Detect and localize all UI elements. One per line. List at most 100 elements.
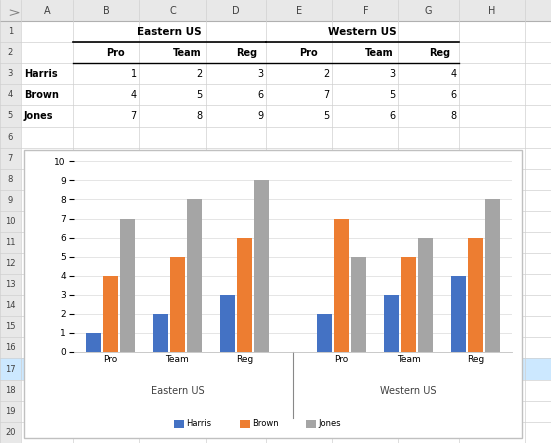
Bar xyxy=(87,333,101,352)
Text: Harris: Harris xyxy=(186,420,211,428)
Bar xyxy=(317,314,332,352)
Bar xyxy=(21,358,551,380)
Text: 13: 13 xyxy=(5,280,16,289)
Bar xyxy=(21,42,551,63)
Text: 6: 6 xyxy=(257,90,263,100)
Bar xyxy=(451,276,466,352)
Bar xyxy=(103,276,118,352)
Text: 15: 15 xyxy=(5,323,16,331)
Bar xyxy=(0,338,21,358)
Bar xyxy=(21,190,551,211)
Bar xyxy=(0,42,21,63)
Text: 3: 3 xyxy=(390,69,396,79)
Text: Jones: Jones xyxy=(24,111,53,121)
Text: Brown: Brown xyxy=(24,90,58,100)
Text: 2: 2 xyxy=(8,48,13,57)
Text: 5: 5 xyxy=(323,111,329,121)
Text: 3: 3 xyxy=(257,69,263,79)
Bar xyxy=(0,422,21,443)
Bar xyxy=(21,211,551,232)
Bar xyxy=(351,256,366,352)
Bar xyxy=(21,380,551,400)
Bar xyxy=(334,218,349,352)
Bar xyxy=(0,316,21,338)
Bar xyxy=(21,84,551,105)
Text: Team: Team xyxy=(365,48,394,58)
Bar xyxy=(237,237,252,352)
Text: B: B xyxy=(103,6,110,16)
Bar xyxy=(0,253,21,274)
Bar xyxy=(21,274,551,295)
Text: 6: 6 xyxy=(450,90,456,100)
Bar xyxy=(418,237,433,352)
Bar xyxy=(187,199,202,352)
Text: 2: 2 xyxy=(197,69,203,79)
Text: Harris: Harris xyxy=(24,69,57,79)
Text: 16: 16 xyxy=(5,343,16,353)
Bar xyxy=(306,420,316,427)
Bar xyxy=(21,21,551,42)
Bar xyxy=(0,169,21,190)
Bar xyxy=(21,400,551,422)
Text: G: G xyxy=(425,6,433,16)
Text: 9: 9 xyxy=(8,196,13,205)
Bar xyxy=(220,295,235,352)
Text: 17: 17 xyxy=(5,365,16,373)
Text: F: F xyxy=(363,6,368,16)
Bar xyxy=(0,0,551,21)
Text: 11: 11 xyxy=(5,238,16,247)
Text: 8: 8 xyxy=(197,111,203,121)
Bar xyxy=(21,295,551,316)
Bar xyxy=(0,232,21,253)
Text: 4: 4 xyxy=(450,69,456,79)
Bar xyxy=(254,180,268,352)
Bar xyxy=(21,169,551,190)
Bar xyxy=(401,256,416,352)
Bar xyxy=(468,237,483,352)
Bar xyxy=(385,295,399,352)
Text: 12: 12 xyxy=(5,259,16,268)
Bar xyxy=(0,0,21,21)
Text: 7: 7 xyxy=(131,111,137,121)
Text: 4: 4 xyxy=(8,90,13,99)
Text: 6: 6 xyxy=(8,132,13,142)
Text: 6: 6 xyxy=(390,111,396,121)
Text: 4: 4 xyxy=(131,90,137,100)
Bar xyxy=(21,232,551,253)
Bar xyxy=(174,420,183,427)
Bar xyxy=(0,274,21,295)
Bar xyxy=(0,21,21,42)
Text: Reg: Reg xyxy=(429,48,450,58)
Text: H: H xyxy=(488,6,496,16)
Bar xyxy=(0,148,21,169)
Text: 5: 5 xyxy=(390,90,396,100)
Bar xyxy=(0,380,21,400)
Bar xyxy=(0,105,21,127)
Bar xyxy=(170,256,185,352)
Text: Eastern US: Eastern US xyxy=(150,386,204,396)
Text: Jones: Jones xyxy=(318,420,341,428)
Text: Reg: Reg xyxy=(236,48,257,58)
Bar xyxy=(21,316,551,338)
Text: E: E xyxy=(296,6,302,16)
Bar xyxy=(0,84,21,105)
Bar xyxy=(21,105,551,127)
Text: 7: 7 xyxy=(323,90,329,100)
Text: 9: 9 xyxy=(257,111,263,121)
Bar xyxy=(21,148,551,169)
Text: Western US: Western US xyxy=(328,27,397,37)
Text: 3: 3 xyxy=(8,69,13,78)
Bar xyxy=(120,218,134,352)
Bar xyxy=(21,127,551,148)
Bar xyxy=(0,211,21,232)
Text: 1: 1 xyxy=(131,69,137,79)
Bar xyxy=(240,420,250,427)
Text: 19: 19 xyxy=(5,407,16,416)
Text: Team: Team xyxy=(172,48,201,58)
Text: Pro: Pro xyxy=(299,48,318,58)
Bar xyxy=(0,400,21,422)
Bar xyxy=(0,190,21,211)
Bar xyxy=(0,127,21,148)
Text: 14: 14 xyxy=(5,301,16,310)
Text: 8: 8 xyxy=(450,111,456,121)
